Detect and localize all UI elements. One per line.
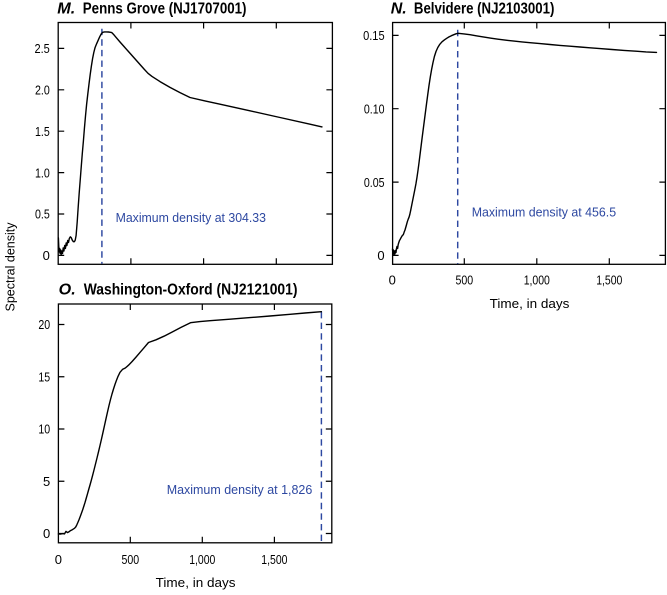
svg-text:1,000: 1,000 [524, 272, 550, 287]
svg-text:Time, in days: Time, in days [156, 575, 236, 590]
svg-text:10: 10 [38, 422, 50, 437]
svg-text:N.: N. [391, 1, 407, 18]
svg-text:0: 0 [377, 248, 384, 263]
svg-text:1,500: 1,500 [596, 272, 622, 287]
svg-text:1,000: 1,000 [189, 552, 215, 567]
svg-text:2.5: 2.5 [35, 41, 50, 56]
svg-text:0: 0 [55, 552, 62, 567]
svg-text:Belvidere (NJ2103001): Belvidere (NJ2103001) [414, 1, 555, 18]
svg-text:Penns Grove (NJ1707001): Penns Grove (NJ1707001) [83, 1, 247, 18]
svg-text:Maximum density at 304.33: Maximum density at 304.33 [116, 210, 266, 225]
svg-text:2.0: 2.0 [35, 83, 50, 98]
svg-text:O.: O. [59, 282, 76, 299]
svg-text:M.: M. [57, 1, 75, 18]
svg-text:0: 0 [43, 248, 50, 263]
svg-text:Maximum density at 1,826: Maximum density at 1,826 [167, 482, 313, 497]
svg-text:5: 5 [43, 474, 50, 489]
svg-text:0.15: 0.15 [363, 28, 385, 43]
svg-text:0: 0 [43, 526, 50, 541]
svg-text:500: 500 [121, 552, 139, 567]
svg-text:Washington-Oxford (NJ2121001): Washington-Oxford (NJ2121001) [84, 282, 298, 299]
svg-text:500: 500 [455, 272, 473, 287]
svg-text:0.10: 0.10 [364, 101, 385, 116]
svg-text:0.5: 0.5 [35, 207, 50, 222]
svg-text:1.5: 1.5 [35, 124, 50, 139]
svg-text:Maximum density at 456.5: Maximum density at 456.5 [472, 205, 616, 220]
svg-text:1.0: 1.0 [35, 165, 50, 180]
svg-text:Spectral density: Spectral density [3, 222, 18, 311]
svg-text:1,500: 1,500 [261, 552, 287, 567]
svg-text:15: 15 [38, 369, 50, 384]
svg-text:Time, in days: Time, in days [490, 296, 570, 311]
svg-text:0: 0 [389, 272, 396, 287]
svg-text:20: 20 [38, 317, 50, 332]
svg-text:0.05: 0.05 [364, 175, 385, 190]
